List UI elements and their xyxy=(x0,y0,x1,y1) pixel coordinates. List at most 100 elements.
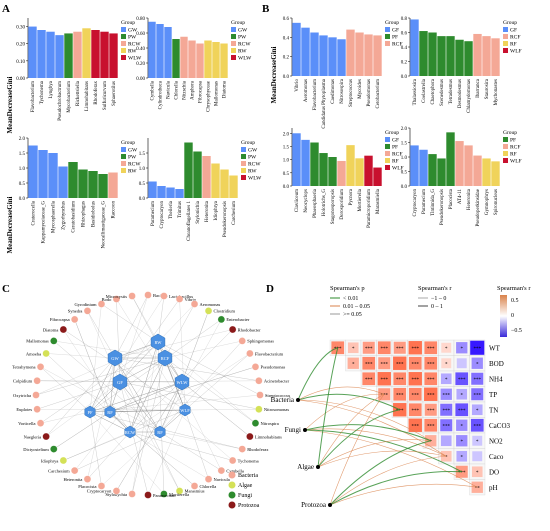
x-tick-label: Cetobacterium xyxy=(376,79,381,109)
network-node xyxy=(204,307,213,315)
network-edge xyxy=(159,431,243,450)
significance-label: * xyxy=(476,471,479,476)
bar xyxy=(28,145,38,198)
network-node xyxy=(228,325,237,334)
y-tick-label: 0.2 xyxy=(283,56,290,61)
significance-label: *** xyxy=(443,424,451,429)
significance-label: *** xyxy=(396,393,404,398)
chart-a3: 0.0 0.5 1.0 1.5 2.0 Craterocella Kappamyceiace… xyxy=(19,137,142,248)
colorbar-tick-label: 0.5 xyxy=(511,298,519,304)
legend-swatch xyxy=(241,147,246,152)
network-edge xyxy=(119,381,259,410)
network-edge xyxy=(129,431,233,461)
heatmap-cell xyxy=(424,372,438,386)
network-node xyxy=(255,405,263,413)
legend-label: GF xyxy=(392,28,399,34)
network-edge xyxy=(159,340,243,433)
network-node-label: Acinetobacter xyxy=(264,379,290,384)
x-tick-label: Trimitus xyxy=(178,201,183,218)
heatmap-row-label: NH4 xyxy=(489,375,503,383)
network-node-label: Rhodoferax xyxy=(247,447,269,452)
network-hub-label: PF xyxy=(87,410,93,415)
x-tick-label: Coelastrella xyxy=(422,78,427,103)
bar xyxy=(37,30,46,78)
legend-swatch xyxy=(231,34,236,39)
significance-label: * xyxy=(445,347,448,352)
network-edge xyxy=(164,340,243,359)
network-edge xyxy=(53,340,161,433)
mantel-link xyxy=(304,393,385,431)
bar xyxy=(156,24,164,78)
x-tick-label: Navicula xyxy=(167,80,172,99)
network-node xyxy=(59,325,68,334)
network-edge xyxy=(116,381,183,492)
colorbar xyxy=(500,295,507,337)
network-node-label: Oxytricha xyxy=(13,393,31,398)
legend-label: < 0.01 xyxy=(343,296,358,302)
significance-label: * xyxy=(461,347,464,352)
legend-label: GF xyxy=(510,28,517,34)
bar xyxy=(319,35,328,76)
network-edge xyxy=(46,357,116,437)
heatmap-cell xyxy=(362,356,376,370)
y-tick-label: 1.5 xyxy=(283,145,290,150)
network-hub-label: WLW xyxy=(177,380,189,385)
heatmap-cell xyxy=(471,388,484,401)
network-node-label: Cryptocaryon xyxy=(87,489,112,494)
x-tick-label: Neocyclops xyxy=(304,189,309,213)
bar xyxy=(46,31,55,78)
significance-label: ** xyxy=(475,486,481,491)
mantel-link xyxy=(317,439,431,468)
chart-a4: 0.0 0.5 1.0 1.5 Paramecium Cryptocaryon Theile… xyxy=(139,138,262,241)
legend-label: RCW xyxy=(128,42,141,48)
y-tick-label: 0.10 xyxy=(16,60,25,65)
bar xyxy=(109,33,118,78)
heatmap-cell xyxy=(408,356,422,370)
x-tick-label: Heteronita xyxy=(205,200,210,222)
bar xyxy=(355,32,364,76)
bar xyxy=(157,186,166,198)
heatmap-cell xyxy=(456,342,468,354)
legend-title: Spearman's r xyxy=(497,285,531,292)
network-node-label: Nitrospira xyxy=(260,421,278,426)
chart-b1: 0.0 0.2 0.4 0.6 Vibrio Aeromonas Flavobacteriu… xyxy=(283,17,403,129)
legend-swatch xyxy=(385,34,390,39)
legend-swatch xyxy=(385,151,390,156)
panel-label-d: D xyxy=(266,283,274,295)
network-edge xyxy=(89,411,131,433)
legend-label: 0.01 – 0.05 xyxy=(343,304,370,310)
legend-label: PF xyxy=(510,138,516,144)
x-tick-label: Neocallimastigaceae_G xyxy=(102,201,107,249)
network-edge xyxy=(89,304,102,413)
x-tick-label: Marasmiella xyxy=(376,188,381,214)
bar xyxy=(446,36,455,76)
network-node-label: Euplotes xyxy=(16,407,32,412)
significance-label: *** xyxy=(396,362,404,367)
community-label: Protozoa xyxy=(301,501,327,509)
legend-label: WLF xyxy=(392,166,404,172)
y-tick-label: 0.80 xyxy=(136,17,145,22)
y-tick-label: 0.00 xyxy=(16,77,25,82)
chart-a2: 0.00 0.20 0.40 0.60 0.80 Cymbella Cylindrothec… xyxy=(136,17,252,112)
bar xyxy=(220,169,229,198)
bar xyxy=(428,32,437,76)
x-tick-label: Aeromonas xyxy=(304,79,309,102)
significance-label: *** xyxy=(427,347,435,352)
network-edge xyxy=(37,381,121,410)
legend-label: RF xyxy=(510,42,517,48)
heatmap-cell xyxy=(471,357,483,369)
x-tick-label: Basidiobolus xyxy=(92,201,97,227)
bar xyxy=(328,37,337,76)
heatmap-cell xyxy=(456,419,468,431)
network-node xyxy=(128,292,136,300)
network-edge xyxy=(147,409,186,496)
significance-label: * xyxy=(476,362,479,367)
bar xyxy=(437,36,446,76)
heatmap-cell xyxy=(455,403,469,417)
heatmap-row-label: BOD xyxy=(489,360,504,368)
mantel-link xyxy=(317,409,400,468)
network-edge xyxy=(164,357,222,471)
